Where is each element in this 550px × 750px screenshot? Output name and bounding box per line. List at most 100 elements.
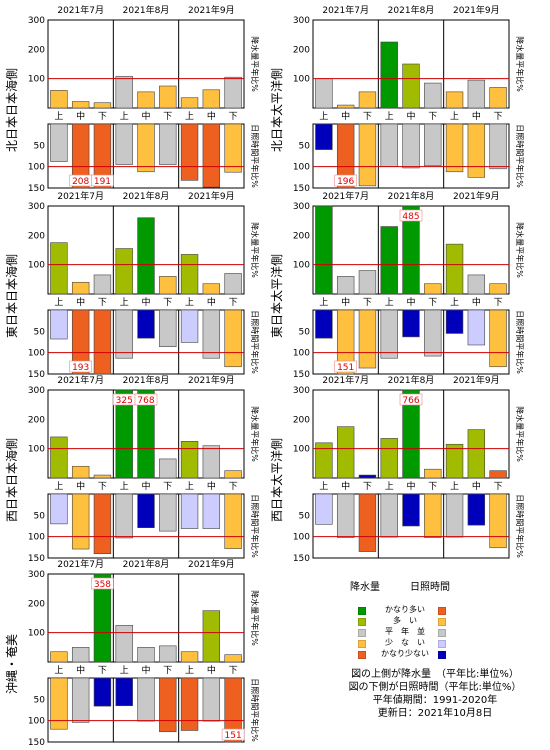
- month-label: 2021年7月: [57, 4, 104, 16]
- sunshine-bar: [180, 677, 199, 731]
- sunshine-bar: [424, 309, 442, 357]
- dekad-label: 上: [185, 665, 194, 676]
- dekad-label: 下: [98, 482, 107, 492]
- legend-row: 少 な い: [330, 637, 540, 649]
- dekad-label: 下: [163, 482, 172, 492]
- sunshine-bar: [159, 309, 177, 347]
- region-label: 東日本日本海側: [4, 254, 19, 338]
- precip-bar: [71, 465, 90, 479]
- dekad-label: 中: [207, 296, 216, 308]
- sunshine-bar: [93, 309, 112, 375]
- precip-bar: [402, 63, 420, 109]
- dekad-label: 下: [363, 298, 372, 308]
- dekad-label: 中: [406, 110, 415, 122]
- dekad-label: 上: [385, 297, 394, 308]
- dekad-label: 中: [141, 664, 150, 676]
- value-label: 485: [399, 209, 423, 222]
- sunshine-bar: [202, 677, 221, 722]
- region-label: 西日本太平洋側: [269, 438, 284, 522]
- dekad-label: 中: [141, 480, 150, 492]
- precip-tick: 100: [28, 75, 45, 85]
- legend-precip-swatch: [358, 607, 366, 615]
- dekad-label: 中: [472, 110, 481, 122]
- dekad-label: 上: [319, 481, 328, 492]
- legend: 降水量 日照時間 かなり多い多 い平 年 並少 な いかなり少ない: [330, 578, 540, 748]
- precip-tick: 300: [28, 386, 45, 396]
- sunshine-bar: [159, 493, 177, 532]
- precip-tick: 300: [28, 570, 45, 580]
- dekad-label: 下: [428, 112, 437, 122]
- value-label-text: 358: [94, 580, 111, 590]
- month-label: 2021年7月: [322, 190, 369, 202]
- legend-sun-swatch: [438, 640, 446, 648]
- precip-bar: [380, 41, 398, 109]
- sunshine-axis-label: 日照時間平年比%: [250, 124, 260, 188]
- precip-bar: [180, 441, 199, 479]
- precip-bar: [315, 205, 333, 295]
- legend-row: 多 い: [330, 615, 540, 627]
- sunshine-tick: 100: [293, 349, 310, 359]
- sunshine-tick: 150: [28, 554, 45, 564]
- sunshine-bar: [358, 123, 377, 187]
- dekad-label: 上: [120, 111, 129, 122]
- legend-row: かなり少ない: [330, 648, 540, 660]
- precip-bar: [159, 458, 177, 479]
- dekad-label: 中: [472, 480, 481, 492]
- precip-bar: [50, 436, 68, 479]
- sunshine-bar: [71, 677, 90, 723]
- sunshine-tick: 150: [28, 184, 45, 194]
- legend-precip-swatch: [358, 629, 366, 637]
- precip-bar: [315, 442, 333, 479]
- precip-tick: 200: [28, 231, 45, 241]
- legend-row: 平 年 並: [330, 626, 540, 638]
- dekad-label: 下: [163, 298, 172, 308]
- dekad-label: 下: [494, 482, 503, 492]
- dekad-label: 中: [141, 296, 150, 308]
- precip-bar: [180, 97, 199, 109]
- dekad-label: 上: [185, 481, 194, 492]
- month-label: 2021年7月: [57, 558, 104, 570]
- sunshine-tick: 50: [299, 141, 311, 151]
- value-label-box: [399, 209, 423, 222]
- value-label-box: [221, 728, 245, 741]
- precip-tick: 300: [293, 16, 310, 26]
- precip-bar: [380, 438, 398, 479]
- dekad-label: 下: [229, 298, 238, 308]
- value-label: 208: [69, 174, 92, 187]
- precip-tick: 300: [28, 16, 45, 26]
- precip-bar: [358, 474, 377, 479]
- sunshine-bar: [71, 493, 90, 550]
- sunshine-bar: [50, 493, 68, 525]
- sunshine-bar: [224, 493, 242, 549]
- precip-bar: [115, 248, 133, 295]
- value-label-text: 768: [137, 396, 154, 406]
- precip-bar: [445, 443, 464, 479]
- month-label: 2021年8月: [123, 4, 170, 16]
- precip-axis-label: 降水量平年比%: [250, 406, 260, 462]
- precip-bar: [159, 276, 177, 295]
- sunshine-bar: [467, 493, 486, 526]
- legend-sun-swatch: [438, 618, 446, 626]
- dekad-label: 中: [472, 296, 481, 308]
- sunshine-tick: 100: [293, 163, 310, 173]
- month-label: 2021年9月: [188, 190, 235, 202]
- sunshine-bar: [202, 123, 221, 188]
- sunshine-bar: [137, 493, 155, 529]
- sunshine-tick: 100: [28, 349, 45, 359]
- sunshine-axis-label: 日照時間平年比%: [515, 310, 525, 374]
- month-label: 2021年8月: [388, 374, 435, 386]
- precip-bar: [336, 104, 355, 109]
- note-precip: 図の上側が降水量 （平年比:単位%）: [351, 669, 519, 680]
- month-label: 2021年8月: [388, 190, 435, 202]
- sunshine-tick: 150: [28, 738, 45, 748]
- sunshine-tick: 100: [28, 163, 45, 173]
- dekad-label: 下: [363, 482, 372, 492]
- precip-bar: [93, 573, 112, 663]
- dekad-label: 上: [385, 481, 394, 492]
- value-label-text: 766: [402, 396, 419, 406]
- precip-tick: 100: [293, 75, 310, 85]
- dekad-label: 中: [207, 110, 216, 122]
- dekad-label: 中: [76, 296, 85, 308]
- sunshine-bar: [467, 123, 486, 178]
